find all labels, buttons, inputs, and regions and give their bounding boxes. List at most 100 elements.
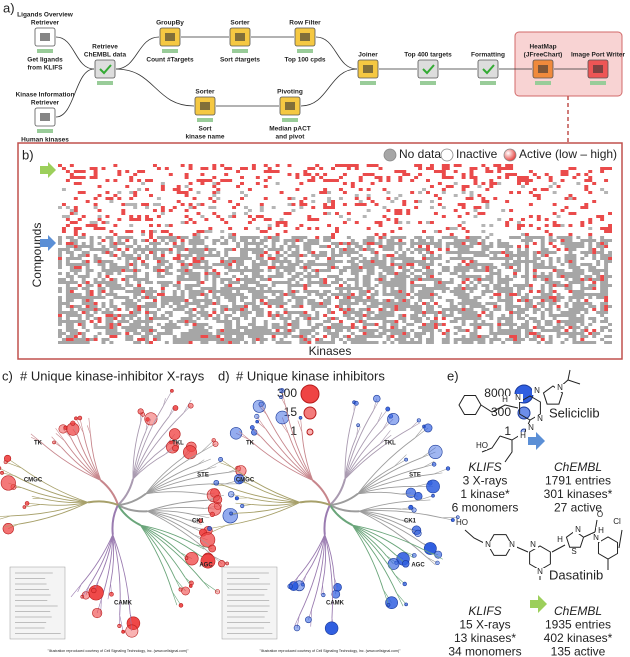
heat-cell [212,182,217,185]
heat-cell [275,233,280,236]
heat-cell [540,338,545,341]
heat-cell [592,272,601,275]
heat-cell [422,323,427,326]
heat-cell [505,266,510,269]
heat-cell [109,242,114,245]
heat-cell [129,215,134,218]
kinase-dot [431,493,435,498]
heat-cell [85,269,94,272]
status [37,129,53,133]
heat-cell [422,314,427,317]
heat-cell [101,305,106,308]
tree-branch [147,510,192,528]
heat-cell [517,299,521,302]
heat-cell [65,335,74,338]
heat-cell [259,338,268,341]
heat-cell [97,185,102,188]
node-title: Top 400 targets [404,52,452,59]
heat-cell [192,233,197,236]
heat-cell [386,179,391,182]
heat-cell [366,197,371,200]
heat-cell [156,272,161,275]
heat-cell [584,173,589,176]
heat-cell [105,329,118,332]
heat-cell [374,254,379,257]
heat-cell [149,296,157,299]
kinase-dot [188,402,194,409]
heat-cell [596,296,605,299]
heat-cell [228,308,241,311]
heat-cell [374,203,379,206]
heat-cell [255,314,264,317]
heat-cell [437,296,442,299]
heat-cell [188,269,193,272]
heat-cell [73,338,86,341]
atom-bg [555,384,565,392]
heat-cell [592,248,597,251]
heat-cell [469,194,474,197]
heat-cell [509,311,514,314]
heat-cell [145,314,150,317]
heat-cell [133,260,138,263]
heat-cell [204,275,209,278]
atom: N [530,540,536,549]
heat-cell [279,317,292,320]
kinase-dot [172,405,179,411]
heat-cell [291,296,308,299]
heat-cell [449,257,474,260]
heat-cell [240,272,244,275]
heat-cell [267,299,284,302]
heat-cell [152,254,157,257]
tree-branch [64,440,102,481]
heat-cell [77,317,82,320]
node-icon [417,59,439,79]
heat-cell [220,338,225,341]
heat-cell [172,293,177,296]
icon-glyph [593,65,603,73]
heat-cell [188,239,205,242]
heat-cell [271,206,276,209]
heat-cell [437,230,442,233]
heat-cell [524,242,529,245]
heat-cell [346,236,351,239]
heat-cell [469,323,494,326]
heat-cell [145,179,153,182]
tree-branch [61,446,102,481]
heat-cell [572,176,577,179]
heat-cell [243,245,248,248]
heat-cell [315,341,335,344]
group-label: CK1 [192,519,205,525]
heat-cell [382,215,387,218]
heat-cell [212,263,229,266]
heat-cell [441,323,446,326]
heat-cell [58,323,62,326]
heat-cell [224,239,229,242]
heat-cell [366,272,375,275]
heat-cell [220,260,225,263]
heat-cell [160,239,165,242]
heat-cell [319,176,324,179]
heat-cell [145,311,150,314]
heat-cell [152,269,157,272]
heat-cell [354,320,359,323]
tree-branch [140,524,200,556]
heat-cell [370,302,411,305]
heat-cell [477,314,482,317]
group-label: CK1 [404,519,417,525]
heat-cell [113,179,118,182]
panel-title: # Unique kinase inhibitors [236,368,385,383]
heat-cell [125,305,138,308]
heat-cell [77,284,82,287]
heat-cell [426,311,438,314]
heat-cell [327,212,332,215]
heat-cell [113,317,118,320]
tree-twig [193,534,210,546]
heat-cell [327,317,332,320]
tree-branch [139,524,173,593]
heat-cell [406,332,411,335]
heat-cell [97,332,102,335]
heat-cell [560,179,565,182]
heat-cell [184,173,189,176]
heat-cell [457,215,462,218]
heat-cell [481,320,486,323]
